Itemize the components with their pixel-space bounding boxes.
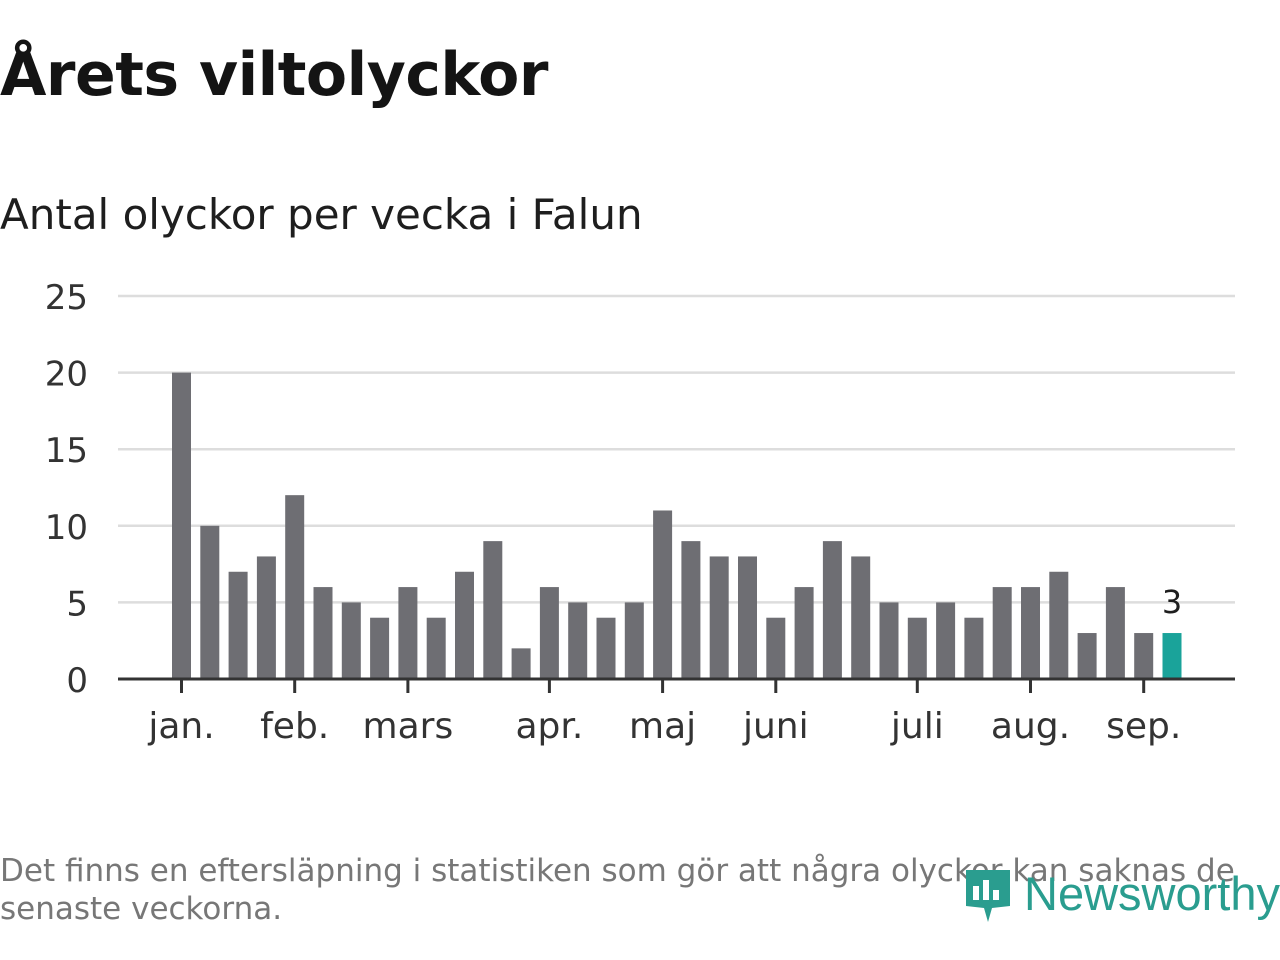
x-tick-label: jan. xyxy=(147,706,214,747)
x-tick-label: maj xyxy=(629,706,696,747)
bar xyxy=(483,541,503,679)
brand-name: Newsworthy xyxy=(1024,866,1280,920)
bar xyxy=(285,495,305,679)
y-tick-label: 25 xyxy=(45,278,88,318)
bar xyxy=(653,510,673,679)
x-tick-label: aug. xyxy=(991,706,1070,747)
y-tick-label: 20 xyxy=(45,355,88,395)
bar xyxy=(455,571,474,679)
data-label: 3 xyxy=(1162,583,1182,621)
footnote: Det finns en eftersläpning i statistiken… xyxy=(0,853,1235,927)
bar xyxy=(766,617,786,679)
bar xyxy=(313,587,333,679)
bar xyxy=(1105,587,1125,679)
bar xyxy=(511,648,531,679)
bar xyxy=(879,602,899,679)
bar xyxy=(851,556,871,679)
y-tick-label: 5 xyxy=(66,584,88,624)
bar xyxy=(992,587,1012,679)
bar xyxy=(1049,571,1069,679)
bar xyxy=(794,587,814,679)
y-tick-label: 0 xyxy=(66,661,88,701)
bar xyxy=(624,602,644,679)
x-tick-label: feb. xyxy=(260,706,329,747)
bar xyxy=(936,602,956,679)
bar xyxy=(907,617,927,679)
bar xyxy=(341,602,361,679)
bar xyxy=(539,587,559,679)
bar xyxy=(1021,587,1040,679)
bar xyxy=(964,617,984,679)
bar xyxy=(822,541,842,679)
bar-chart: 0 5 10 15 20 25 3 jan. feb. mars apr. maj juni juli au… xyxy=(45,278,1235,747)
chart-title: Årets viltolyckor xyxy=(0,40,549,110)
x-tick-label: mars xyxy=(363,706,454,747)
bar xyxy=(681,541,701,679)
x-tick-label: juni xyxy=(742,706,809,747)
x-tick-label: juli xyxy=(890,706,944,747)
bar xyxy=(596,617,616,679)
bar xyxy=(738,556,757,679)
bar xyxy=(398,587,418,679)
newsworthy-logo-icon xyxy=(962,856,1014,930)
bar xyxy=(426,617,446,679)
bar xyxy=(1077,633,1097,679)
x-tick-label: apr. xyxy=(515,706,583,747)
bar xyxy=(200,525,220,679)
highlight-bar xyxy=(1162,633,1182,679)
bar xyxy=(172,372,191,679)
bar xyxy=(568,602,588,679)
bar xyxy=(1134,633,1154,679)
newsworthy-brand[interactable]: Newsworthy xyxy=(962,858,1280,928)
bar xyxy=(228,571,248,679)
x-tick-label: sep. xyxy=(1106,706,1181,747)
bar xyxy=(709,556,729,679)
bar xyxy=(256,556,276,679)
bar xyxy=(370,617,390,679)
y-tick-label: 15 xyxy=(45,431,88,471)
chart-subtitle: Antal olyckor per vecka i Falun xyxy=(0,190,643,239)
y-tick-label: 10 xyxy=(45,508,88,548)
